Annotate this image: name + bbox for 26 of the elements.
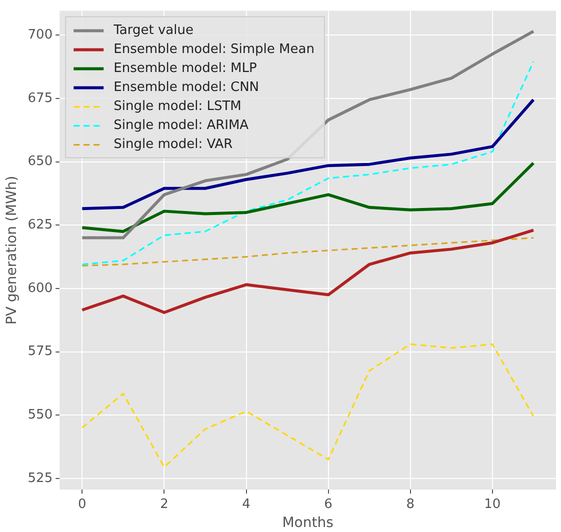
legend-label: Target value — [112, 23, 194, 38]
y-tick-label: 525 — [28, 470, 53, 486]
y-tick-label: 650 — [28, 154, 53, 170]
legend-label: Ensemble model: MLP — [114, 61, 257, 76]
x-tick-label: 10 — [484, 496, 501, 512]
x-axis-title: Months — [282, 515, 334, 532]
x-tick-label: 8 — [406, 496, 415, 512]
x-tick-label: 4 — [242, 496, 250, 512]
y-tick-label: 600 — [28, 280, 53, 296]
y-tick-label: 700 — [28, 27, 53, 42]
y-axis-title: PV generation (MWh) — [4, 176, 20, 325]
legend-label: Single model: ARIMA — [114, 118, 249, 134]
legend-label: Single model: VAR — [114, 137, 233, 152]
y-tick-label: 550 — [28, 407, 53, 422]
y-tick-label: 575 — [28, 344, 53, 360]
x-tick-label: 2 — [160, 496, 168, 512]
legend-label: Ensemble model: CNN — [114, 80, 260, 96]
line-series — [81, 343, 534, 468]
x-tick-label: 0 — [78, 496, 86, 512]
legend-label: Ensemble model: Simple Mean — [114, 42, 314, 58]
legend-label: Single model: LSTM — [114, 99, 242, 114]
line-series — [81, 236, 534, 266]
line-series — [81, 60, 534, 266]
x-tick-label: 6 — [324, 496, 332, 512]
y-tick-label: 625 — [28, 217, 53, 232]
y-tick-label: 675 — [28, 90, 53, 106]
